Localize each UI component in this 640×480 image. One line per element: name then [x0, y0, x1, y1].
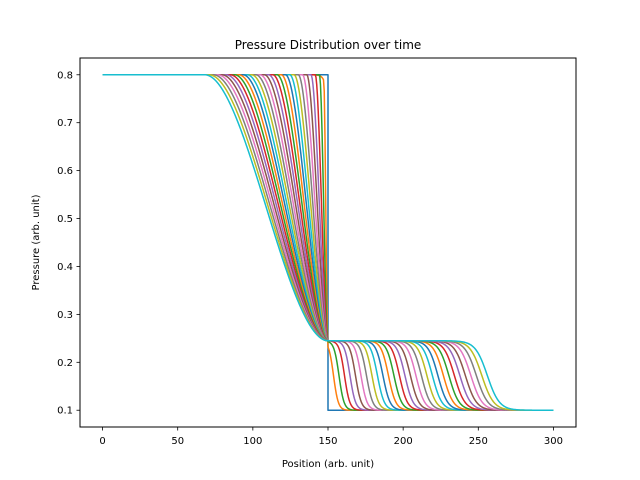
y-tick-label: 0.8 — [57, 70, 73, 81]
y-tick-label: 0.5 — [57, 214, 73, 225]
x-tick-label: 300 — [544, 436, 563, 447]
x-tick-label: 150 — [318, 436, 337, 447]
x-axis: 0 50 100 150 200 250 300 — [99, 427, 563, 447]
y-tick-label: 0.3 — [57, 310, 73, 321]
y-tick-label: 0.2 — [57, 358, 73, 369]
y-axis: 0.1 0.2 0.3 0.4 0.5 0.6 0.7 0.8 — [57, 70, 80, 417]
x-tick-label: 0 — [99, 436, 105, 447]
x-tick-label: 250 — [469, 436, 488, 447]
x-tick-label: 200 — [394, 436, 413, 447]
y-tick-label: 0.4 — [57, 262, 73, 273]
x-tick-label: 100 — [243, 436, 262, 447]
y-tick-label: 0.1 — [57, 406, 73, 417]
y-axis-label: Pressure (arb. unit) — [31, 194, 42, 290]
x-tick-label: 50 — [171, 436, 184, 447]
y-tick-label: 0.6 — [57, 166, 73, 177]
series-line-29 — [102, 74, 554, 411]
chart-title: Pressure Distribution over time — [235, 38, 422, 52]
y-tick-label: 0.7 — [57, 118, 73, 129]
series-layer — [102, 74, 554, 411]
x-axis-label: Position (arb. unit) — [282, 459, 374, 470]
